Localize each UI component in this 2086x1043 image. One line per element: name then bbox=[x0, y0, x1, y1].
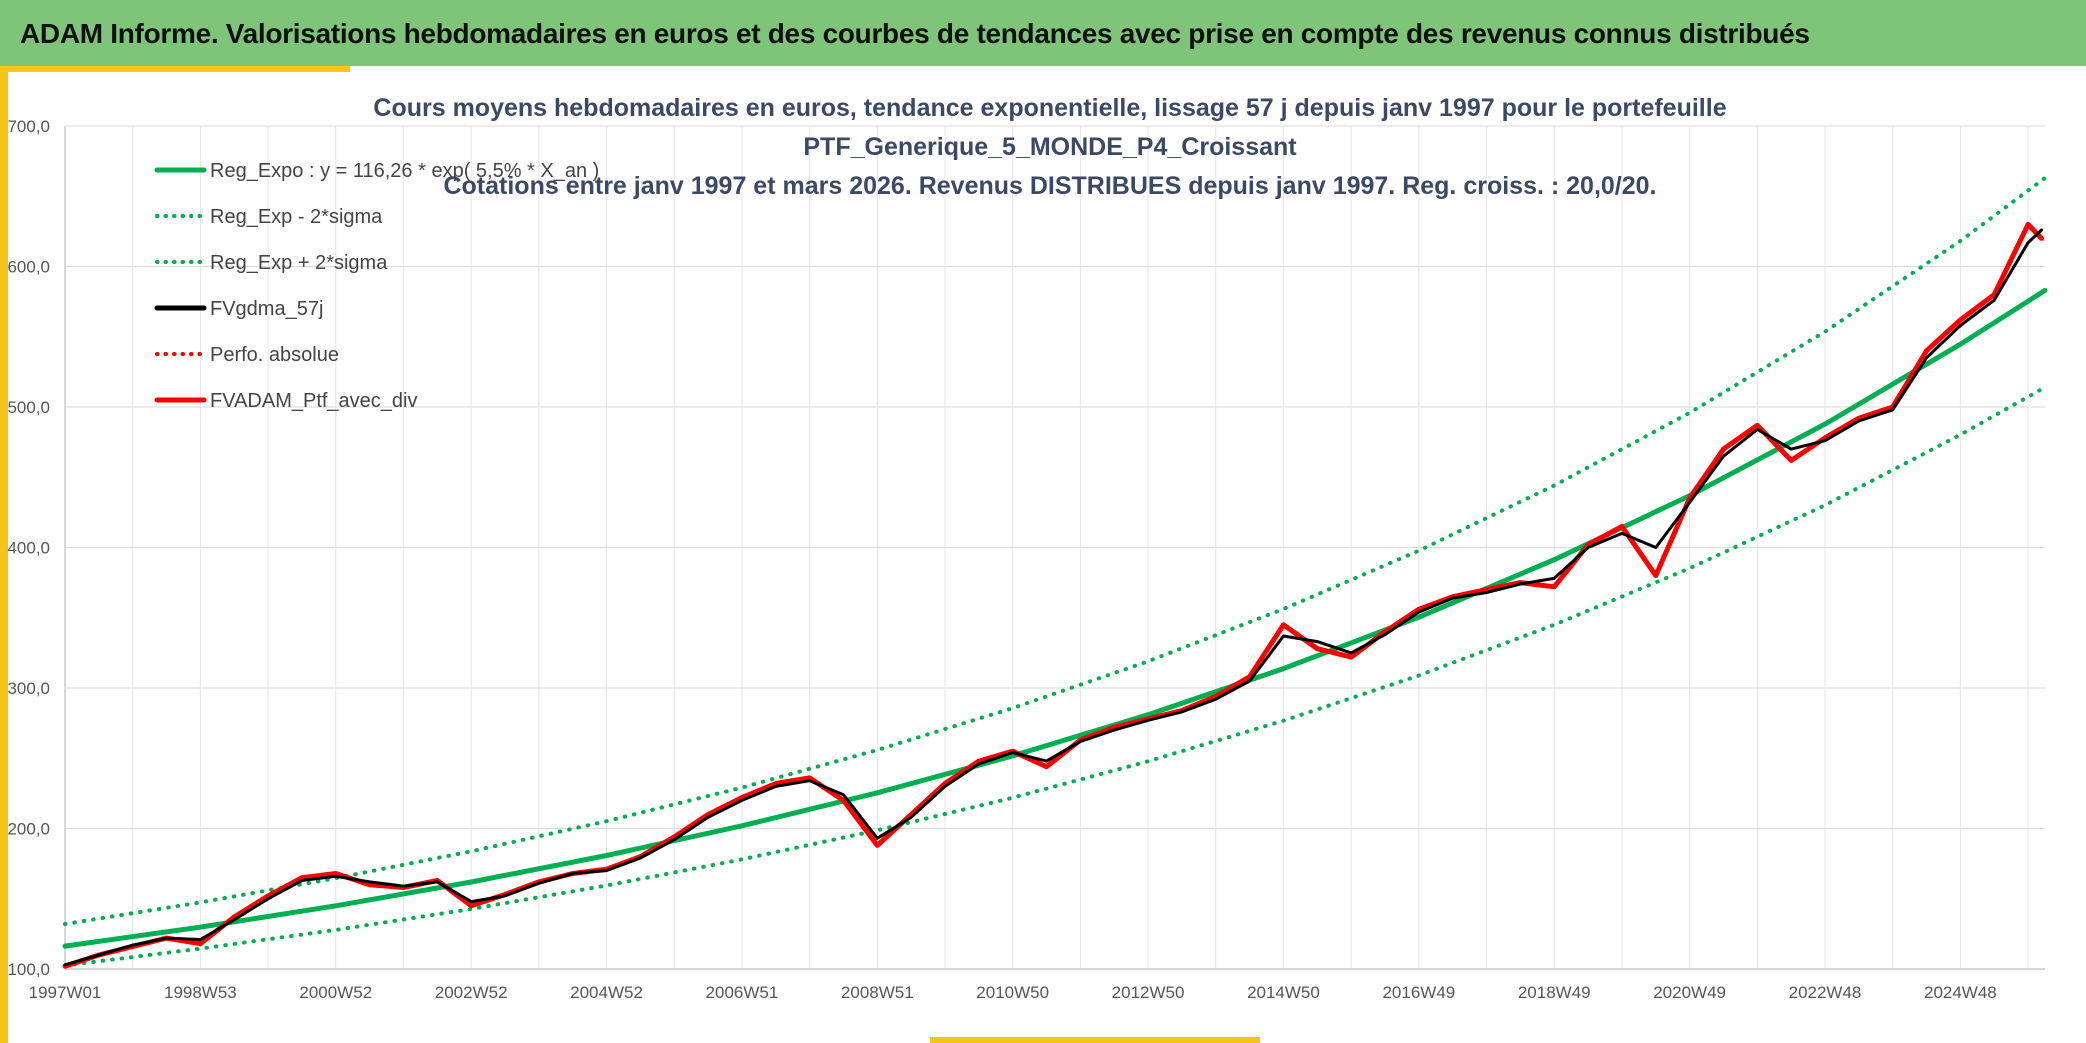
legend-label: Perfo. absolue bbox=[210, 344, 339, 366]
legend-label: Reg_Exp + 2*sigma bbox=[210, 252, 388, 274]
legend-label: FVADAM_Ptf_avec_div bbox=[210, 390, 418, 412]
legend: Reg_Expo : y = 116,26 * exp( 5,5% * X_an… bbox=[154, 160, 599, 412]
x-tick-label: 2024W48 bbox=[1924, 983, 1997, 1002]
grid bbox=[64, 125, 2045, 970]
chart-title-line-1: Cours moyens hebdomadaires en euros, ten… bbox=[373, 94, 1726, 122]
y-tick-label: 600,0 bbox=[7, 258, 50, 277]
chart-title: Cours moyens hebdomadaires en euros, ten… bbox=[373, 94, 1726, 200]
chart-title-line-3: Cotations entre janv 1997 et mars 2026. … bbox=[443, 172, 1656, 200]
x-tick-label: 2014W50 bbox=[1247, 983, 1320, 1002]
x-tick-label: 1998W53 bbox=[164, 983, 237, 1002]
x-axis: 1997W01 1998W53 2000W52 2002W52 2004W52 2006W… bbox=[29, 983, 1997, 1002]
x-tick-label: 2004W52 bbox=[570, 983, 643, 1002]
y-tick-label: 300,0 bbox=[7, 679, 50, 698]
x-tick-label: 2000W52 bbox=[299, 983, 372, 1002]
x-tick-label: 2012W50 bbox=[1112, 983, 1185, 1002]
page-title: ADAM Informe. Valorisations hebdomadaire… bbox=[20, 18, 1810, 49]
chart-title-line-2: PTF_Generique_5_MONDE_P4_Croissant bbox=[803, 133, 1297, 161]
series-line-1 bbox=[63, 385, 2047, 968]
y-tick-label: 400,0 bbox=[7, 539, 50, 558]
y-tick-label: 100,0 bbox=[7, 960, 50, 979]
x-tick-label: 2002W52 bbox=[435, 983, 508, 1002]
x-tick-label: 2008W51 bbox=[841, 983, 914, 1002]
header-bar: ADAM Informe. Valorisations hebdomadaire… bbox=[0, 0, 2086, 66]
legend-label: Reg_Expo : y = 116,26 * exp( 5,5% * X_an… bbox=[210, 160, 599, 182]
series-line-2 bbox=[63, 176, 2047, 926]
y-axis: 100,0 200,0 300,0 400,0 500,0 600,0 700,0 bbox=[7, 117, 50, 979]
accent-bar-left bbox=[0, 66, 8, 1043]
accent-bar-top bbox=[0, 66, 350, 72]
series-line-0 bbox=[62, 287, 2048, 949]
x-tick-label: 2018W49 bbox=[1518, 983, 1591, 1002]
y-tick-label: 700,0 bbox=[7, 117, 50, 136]
series-line-4 bbox=[63, 222, 2044, 968]
line-chart: 100,0 200,0 300,0 400,0 500,0 600,0 700,0 1997… bbox=[7, 94, 2048, 1002]
y-tick-label: 200,0 bbox=[7, 820, 50, 839]
legend-label: Reg_Exp - 2*sigma bbox=[210, 206, 383, 228]
x-tick-label: 2020W49 bbox=[1653, 983, 1726, 1002]
x-tick-label: 2016W49 bbox=[1382, 983, 1455, 1002]
accent-bar-bottom bbox=[930, 1037, 1260, 1043]
x-tick-label: 1997W01 bbox=[29, 983, 102, 1002]
x-tick-label: 2006W51 bbox=[706, 983, 779, 1002]
series-line-5 bbox=[62, 221, 2045, 969]
x-tick-label: 2022W48 bbox=[1789, 983, 1862, 1002]
y-tick-label: 500,0 bbox=[7, 398, 50, 417]
series-line-3 bbox=[63, 228, 2044, 967]
series-group bbox=[62, 176, 2048, 969]
legend-label: FVgdma_57j bbox=[210, 298, 323, 320]
x-tick-label: 2010W50 bbox=[976, 983, 1049, 1002]
